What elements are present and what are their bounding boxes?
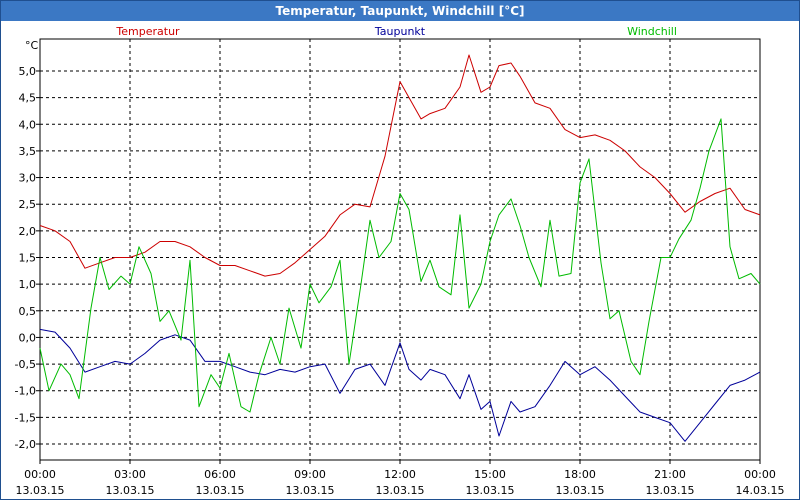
y-tick-label: 1,5: [19, 251, 37, 264]
x-tick-date: 13.03.15: [16, 484, 65, 497]
y-tick-label: 3,5: [19, 145, 37, 158]
y-tick-label: -0,5: [15, 358, 36, 371]
x-tick-date: 13.03.15: [196, 484, 245, 497]
legend-taupunkt: Taupunkt: [374, 25, 426, 38]
y-axis-unit: °C: [25, 39, 39, 52]
y-tick-label: 2,0: [19, 225, 37, 238]
legend: Temperatur Taupunkt Windchill: [115, 25, 677, 38]
x-tick-time: 00:00: [744, 468, 776, 481]
x-tick-date: 13.03.15: [466, 484, 515, 497]
x-tick-date: 13.03.15: [556, 484, 605, 497]
x-tick-time: 18:00: [564, 468, 596, 481]
x-tick-date: 13.03.15: [106, 484, 155, 497]
y-tick-label: 0,0: [19, 331, 37, 344]
series-line-temperatur: [39, 54, 761, 277]
x-tick-time: 03:00: [114, 468, 146, 481]
y-tick-label: 5,0: [19, 65, 37, 78]
window-title: Temperatur, Taupunkt, Windchill [°C]: [1, 1, 799, 21]
x-tick-time: 12:00: [384, 468, 416, 481]
y-tick-label: -2,0: [15, 438, 36, 451]
x-tick-time: 09:00: [294, 468, 326, 481]
y-tick-label: 4,0: [19, 118, 37, 131]
y-tick-label: 0,5: [19, 305, 37, 318]
series-group: [39, 54, 761, 442]
x-tick-time: 15:00: [474, 468, 506, 481]
grid: [36, 39, 761, 464]
x-tick-time: 21:00: [654, 468, 686, 481]
y-tick-label: -1,0: [15, 385, 36, 398]
y-tick-label: 4,5: [19, 92, 37, 105]
y-tick-label: 3,0: [19, 172, 37, 185]
legend-windchill: Windchill: [627, 25, 677, 38]
y-tick-label: 1,0: [19, 278, 37, 291]
y-tick-label: 2,5: [19, 198, 37, 211]
tick-labels: 5,0 4,5 4,0 3,5 3,0 2,5 2,0 1,5 1,0 0,5 0,0 -0,5 -1,…: [15, 65, 785, 497]
series-line-windchill: [39, 118, 761, 413]
y-tick-label: -1,5: [15, 411, 36, 424]
legend-temperatur: Temperatur: [115, 25, 180, 38]
x-tick-date: 14.03.15: [736, 484, 785, 497]
x-tick-time: 00:00: [24, 468, 56, 481]
series-line-taupunkt: [39, 328, 761, 442]
x-tick-time: 06:00: [204, 468, 236, 481]
x-tick-date: 13.03.15: [286, 484, 335, 497]
x-tick-date: 13.03.15: [646, 484, 695, 497]
x-tick-date: 13.03.15: [376, 484, 425, 497]
